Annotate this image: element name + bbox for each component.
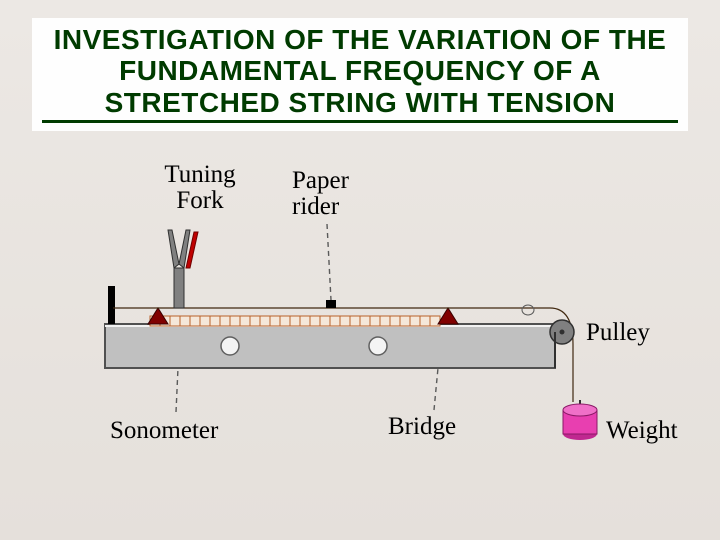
ruler [150, 316, 440, 326]
bridge-right-icon [438, 308, 458, 324]
sound-hole-icon [221, 337, 239, 355]
weight-icon [563, 400, 597, 440]
tuning-fork-icon [168, 230, 198, 308]
paper-rider-icon [326, 300, 336, 308]
apparatus-diagram [0, 0, 720, 540]
pin-icon [522, 305, 534, 315]
sonometer [105, 324, 555, 368]
sound-hole-icon [369, 337, 387, 355]
sonometer-leader [176, 368, 178, 412]
paper-rider-leader [327, 224, 331, 300]
fixed-post-icon [108, 286, 115, 324]
